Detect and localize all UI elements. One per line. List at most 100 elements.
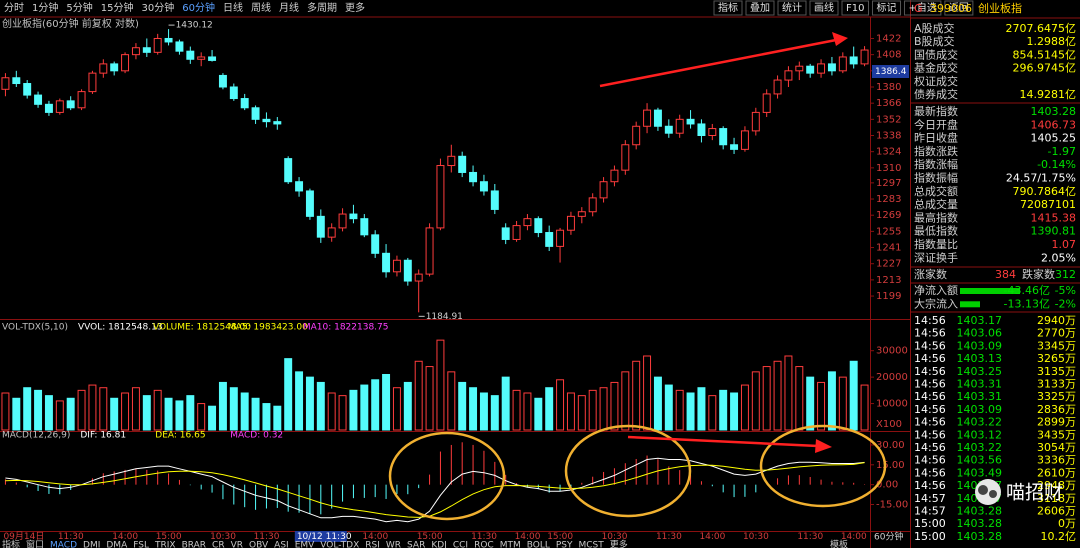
- indicator-tab[interactable]: 窗口: [26, 539, 44, 548]
- candle-body: [66, 100, 75, 109]
- period-button[interactable]: 周线: [251, 1, 271, 14]
- x-tick-label: 14:00: [841, 532, 867, 542]
- volume-bar: [708, 395, 717, 431]
- indicator-tab[interactable]: RSI: [365, 541, 380, 548]
- y-tick-label: 1255: [876, 226, 901, 237]
- candle-body: [469, 171, 478, 183]
- period-button[interactable]: 5分钟: [66, 1, 92, 14]
- indicator-tab[interactable]: ROC: [474, 541, 494, 548]
- volume-bar: [523, 392, 532, 431]
- indicator-tab[interactable]: WR: [386, 541, 401, 548]
- pane-title: MACD(12,26,9): [2, 431, 70, 441]
- indicator-tab[interactable]: VR: [231, 541, 243, 548]
- candle-body: [740, 130, 749, 150]
- trade-volume: 3135万: [1037, 365, 1076, 378]
- indicator-tab[interactable]: ASI: [274, 541, 289, 548]
- flow-pct: -5%: [1055, 284, 1076, 297]
- indicator-tab[interactable]: KDJ: [431, 541, 447, 548]
- indicator-tab[interactable]: VOL-TDX: [320, 541, 359, 548]
- volume-bar: [556, 379, 565, 431]
- tool-button[interactable]: 画线: [814, 1, 834, 14]
- indicator-tab[interactable]: BOLL: [527, 541, 550, 548]
- volume-bar: [121, 392, 130, 431]
- period-label: 60分钟: [874, 531, 903, 543]
- candle-body: [240, 98, 249, 109]
- quote-label: 今日开盘: [914, 117, 958, 131]
- indicator-tab[interactable]: CCI: [453, 541, 468, 548]
- volume-bar: [501, 376, 510, 431]
- trade-time: 14:56: [914, 416, 946, 429]
- indicator-tab[interactable]: EMV: [295, 541, 315, 548]
- indicator-tab[interactable]: MACD: [50, 541, 77, 548]
- candle-body: [284, 158, 293, 183]
- tool-button[interactable]: 标记: [876, 2, 896, 14]
- trade-price: 1403.56: [957, 454, 1003, 467]
- trade-price: 1403.49: [957, 466, 1003, 479]
- period-button[interactable]: 月线: [279, 1, 299, 14]
- flow-bar: [960, 301, 980, 308]
- period-button[interactable]: 日线: [223, 1, 243, 14]
- x-tick-label: 09月14日: [3, 531, 44, 542]
- period-button[interactable]: 60分钟: [182, 1, 215, 14]
- indicator-tab[interactable]: 指标: [2, 539, 20, 548]
- candle-body: [827, 63, 836, 72]
- quote-label: 指数量比: [914, 237, 958, 251]
- indicator-tab[interactable]: FSL: [133, 541, 149, 548]
- candle-body: [501, 227, 510, 240]
- volume-bar: [142, 395, 151, 431]
- volume-bar: [719, 389, 728, 431]
- tool-button[interactable]: 返回: [949, 2, 969, 14]
- annotation: 1184.91: [426, 312, 463, 322]
- tool-button[interactable]: 指标: [718, 1, 738, 14]
- x-tick-label: 15:00: [417, 532, 443, 542]
- indicator-tab[interactable]: MTM: [500, 541, 521, 548]
- indicator-tab[interactable]: SAR: [407, 541, 425, 548]
- candle-body: [99, 63, 108, 74]
- candle-body: [806, 65, 815, 74]
- period-button[interactable]: 1分钟: [32, 1, 58, 14]
- indicator-value: MA5: 1983423.00: [228, 323, 308, 333]
- indicator-tab[interactable]: MCST: [579, 541, 605, 548]
- indicator-tab[interactable]: DMI: [83, 541, 100, 548]
- volume-bar: [284, 358, 293, 431]
- tool-button[interactable]: +自选: [908, 1, 936, 14]
- y-tick-label: 1352: [876, 114, 901, 125]
- tool-button[interactable]: F10: [846, 3, 864, 14]
- x-tick-label: 10:30: [743, 532, 769, 542]
- period-button[interactable]: 分时: [4, 2, 24, 14]
- tool-button[interactable]: 叠加: [750, 2, 770, 14]
- candle-body: [545, 232, 554, 247]
- volume-bar: [806, 376, 815, 431]
- tool-button[interactable]: 统计: [782, 1, 802, 14]
- quote-label: 最低指数: [914, 224, 958, 238]
- period-button[interactable]: 30分钟: [141, 1, 174, 14]
- period-button[interactable]: 15分钟: [101, 1, 134, 14]
- candle-body: [305, 190, 314, 217]
- candle-body: [621, 144, 630, 171]
- quote-value: 72087101: [1020, 198, 1076, 211]
- period-button[interactable]: 多周期: [307, 1, 337, 14]
- candle-body: [371, 234, 380, 254]
- template-tab[interactable]: 模板: [830, 539, 848, 548]
- volume-bar: [55, 400, 64, 431]
- quote-value: 1415.38: [1031, 211, 1077, 224]
- candle-body: [577, 211, 586, 217]
- trend-arrow: [599, 38, 837, 88]
- x-tick-label: 11:30: [797, 532, 823, 542]
- indicator-tab[interactable]: 更多: [610, 539, 628, 548]
- quote-value: -0.14%: [1037, 158, 1076, 171]
- indicator-tab[interactable]: CR: [212, 541, 225, 548]
- period-button[interactable]: 更多: [345, 1, 365, 14]
- indicator-tab[interactable]: BRAR: [182, 541, 206, 548]
- quote-label: 昨日收盘: [914, 131, 958, 145]
- indicator-tab[interactable]: OBV: [249, 541, 269, 548]
- unit-label: X100: [876, 419, 902, 430]
- x-tick-label: 10:30: [210, 532, 236, 542]
- indicator-tab[interactable]: PSY: [556, 541, 573, 548]
- volume-bar: [262, 403, 271, 431]
- y-tick-label: 10000: [876, 399, 908, 410]
- tool-button-frame: [944, 0, 974, 16]
- volume-bar: [360, 384, 369, 431]
- indicator-tab[interactable]: TRIX: [154, 541, 176, 548]
- indicator-tab[interactable]: DMA: [106, 541, 128, 548]
